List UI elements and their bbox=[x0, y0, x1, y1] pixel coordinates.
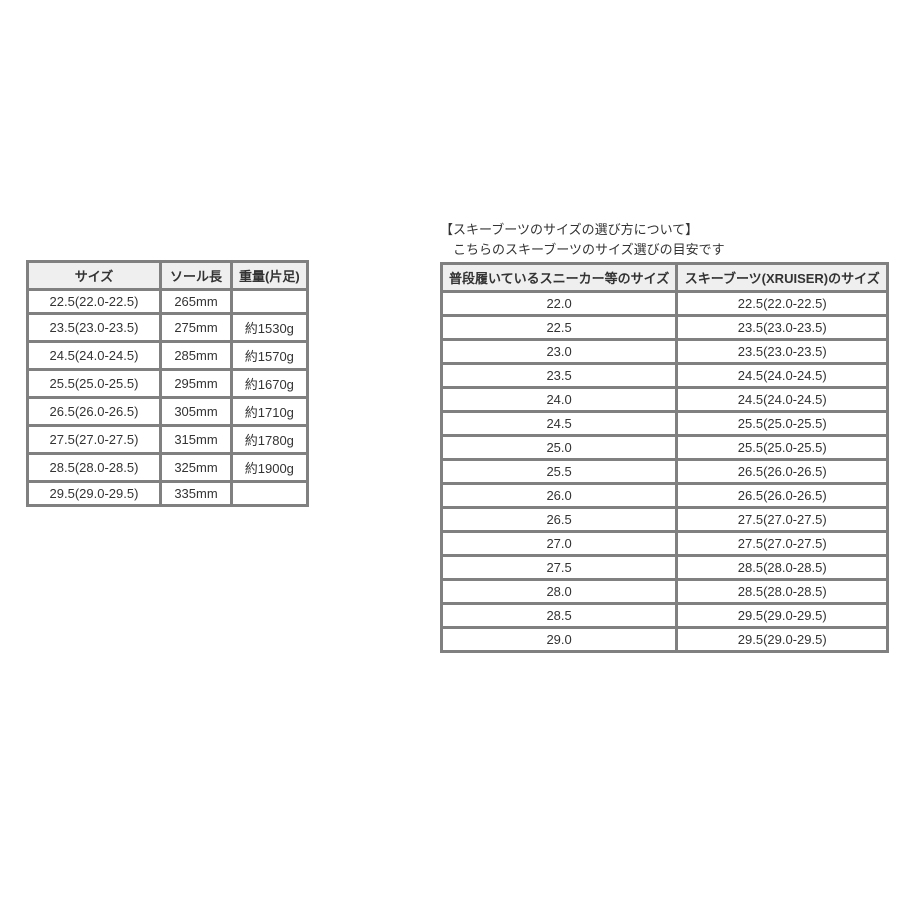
table-cell bbox=[232, 290, 307, 313]
col-sneaker-size: 普段履いているスニーカー等のサイズ bbox=[442, 264, 676, 291]
size-map-table-body: 22.022.5(22.0-22.5)22.523.5(23.0-23.5)23… bbox=[442, 292, 887, 651]
table-cell: 29.5(29.0-29.5) bbox=[677, 604, 887, 627]
table-cell: 25.0 bbox=[442, 436, 676, 459]
table-row: 23.5(23.0-23.5)275mm約1530g bbox=[28, 314, 307, 341]
table-cell: 29.0 bbox=[442, 628, 676, 651]
size-map-table-container: 普段履いているスニーカー等のサイズ スキーブーツ(XRUISER)のサイズ 22… bbox=[440, 262, 889, 653]
size-map-table: 普段履いているスニーカー等のサイズ スキーブーツ(XRUISER)のサイズ 22… bbox=[440, 262, 889, 653]
size-guide-heading: 【スキーブーツのサイズの選び方について】 こちらのスキーブーツのサイズ選びの目安… bbox=[440, 220, 725, 259]
table-cell: 27.5 bbox=[442, 556, 676, 579]
table-header-row: サイズ ソール長 重量(片足) bbox=[28, 262, 307, 289]
table-row: 27.528.5(28.0-28.5) bbox=[442, 556, 887, 579]
table-cell: 23.5(23.0-23.5) bbox=[677, 316, 887, 339]
spec-table-body: 22.5(22.0-22.5)265mm23.5(23.0-23.5)275mm… bbox=[28, 290, 307, 505]
table-cell: 23.5 bbox=[442, 364, 676, 387]
table-cell: 24.5(24.0-24.5) bbox=[28, 342, 160, 369]
table-cell: 26.5(26.0-26.5) bbox=[677, 484, 887, 507]
table-cell bbox=[232, 482, 307, 505]
table-cell: 27.5(27.0-27.5) bbox=[677, 508, 887, 531]
table-cell: 25.5(25.0-25.5) bbox=[28, 370, 160, 397]
table-cell: 325mm bbox=[161, 454, 231, 481]
col-size: サイズ bbox=[28, 262, 160, 289]
table-cell: 約1900g bbox=[232, 454, 307, 481]
table-row: 23.524.5(24.0-24.5) bbox=[442, 364, 887, 387]
table-row: 27.5(27.0-27.5)315mm約1780g bbox=[28, 426, 307, 453]
col-sole-length: ソール長 bbox=[161, 262, 231, 289]
table-cell: 23.0 bbox=[442, 340, 676, 363]
table-cell: 22.5 bbox=[442, 316, 676, 339]
table-cell: 25.5 bbox=[442, 460, 676, 483]
table-cell: 335mm bbox=[161, 482, 231, 505]
table-cell: 28.5(28.0-28.5) bbox=[677, 580, 887, 603]
table-row: 22.022.5(22.0-22.5) bbox=[442, 292, 887, 315]
table-cell: 27.5(27.0-27.5) bbox=[677, 532, 887, 555]
col-boot-size: スキーブーツ(XRUISER)のサイズ bbox=[677, 264, 887, 291]
col-weight: 重量(片足) bbox=[232, 262, 307, 289]
table-cell: 28.5(28.0-28.5) bbox=[28, 454, 160, 481]
table-cell: 約1670g bbox=[232, 370, 307, 397]
table-header-row: 普段履いているスニーカー等のサイズ スキーブーツ(XRUISER)のサイズ bbox=[442, 264, 887, 291]
table-row: 24.525.5(25.0-25.5) bbox=[442, 412, 887, 435]
table-cell: 約1780g bbox=[232, 426, 307, 453]
table-cell: 22.5(22.0-22.5) bbox=[28, 290, 160, 313]
table-row: 22.5(22.0-22.5)265mm bbox=[28, 290, 307, 313]
table-cell: 28.5(28.0-28.5) bbox=[677, 556, 887, 579]
table-cell: 28.5 bbox=[442, 604, 676, 627]
table-cell: 275mm bbox=[161, 314, 231, 341]
table-cell: 24.5(24.0-24.5) bbox=[677, 364, 887, 387]
table-cell: 25.5(25.0-25.5) bbox=[677, 436, 887, 459]
table-cell: 24.5 bbox=[442, 412, 676, 435]
table-row: 23.023.5(23.0-23.5) bbox=[442, 340, 887, 363]
table-cell: 約1530g bbox=[232, 314, 307, 341]
table-row: 28.5(28.0-28.5)325mm約1900g bbox=[28, 454, 307, 481]
table-cell: 26.5(26.0-26.5) bbox=[677, 460, 887, 483]
table-row: 28.028.5(28.0-28.5) bbox=[442, 580, 887, 603]
table-cell: 29.5(29.0-29.5) bbox=[677, 628, 887, 651]
table-cell: 265mm bbox=[161, 290, 231, 313]
table-cell: 28.0 bbox=[442, 580, 676, 603]
table-cell: 23.5(23.0-23.5) bbox=[677, 340, 887, 363]
spec-table-container: サイズ ソール長 重量(片足) 22.5(22.0-22.5)265mm23.5… bbox=[26, 260, 309, 507]
table-row: 26.527.5(27.0-27.5) bbox=[442, 508, 887, 531]
table-cell: 26.0 bbox=[442, 484, 676, 507]
table-row: 26.026.5(26.0-26.5) bbox=[442, 484, 887, 507]
table-cell: 285mm bbox=[161, 342, 231, 369]
table-row: 25.025.5(25.0-25.5) bbox=[442, 436, 887, 459]
table-cell: 約1710g bbox=[232, 398, 307, 425]
table-cell: 27.5(27.0-27.5) bbox=[28, 426, 160, 453]
table-cell: 約1570g bbox=[232, 342, 307, 369]
table-row: 24.5(24.0-24.5)285mm約1570g bbox=[28, 342, 307, 369]
table-cell: 26.5(26.0-26.5) bbox=[28, 398, 160, 425]
table-cell: 29.5(29.0-29.5) bbox=[28, 482, 160, 505]
table-row: 25.5(25.0-25.5)295mm約1670g bbox=[28, 370, 307, 397]
table-cell: 24.0 bbox=[442, 388, 676, 411]
table-row: 27.027.5(27.0-27.5) bbox=[442, 532, 887, 555]
table-row: 29.029.5(29.0-29.5) bbox=[442, 628, 887, 651]
heading-line-2: こちらのスキーブーツのサイズ選びの目安です bbox=[440, 240, 725, 260]
table-cell: 315mm bbox=[161, 426, 231, 453]
table-cell: 22.0 bbox=[442, 292, 676, 315]
table-row: 24.024.5(24.0-24.5) bbox=[442, 388, 887, 411]
heading-line-1: 【スキーブーツのサイズの選び方について】 bbox=[440, 220, 725, 240]
spec-table: サイズ ソール長 重量(片足) 22.5(22.0-22.5)265mm23.5… bbox=[26, 260, 309, 507]
table-cell: 23.5(23.0-23.5) bbox=[28, 314, 160, 341]
table-cell: 27.0 bbox=[442, 532, 676, 555]
table-row: 26.5(26.0-26.5)305mm約1710g bbox=[28, 398, 307, 425]
table-row: 29.5(29.0-29.5)335mm bbox=[28, 482, 307, 505]
table-row: 28.529.5(29.0-29.5) bbox=[442, 604, 887, 627]
table-cell: 305mm bbox=[161, 398, 231, 425]
table-cell: 25.5(25.0-25.5) bbox=[677, 412, 887, 435]
table-row: 25.526.5(26.0-26.5) bbox=[442, 460, 887, 483]
table-cell: 24.5(24.0-24.5) bbox=[677, 388, 887, 411]
table-cell: 295mm bbox=[161, 370, 231, 397]
table-row: 22.523.5(23.0-23.5) bbox=[442, 316, 887, 339]
table-cell: 22.5(22.0-22.5) bbox=[677, 292, 887, 315]
table-cell: 26.5 bbox=[442, 508, 676, 531]
